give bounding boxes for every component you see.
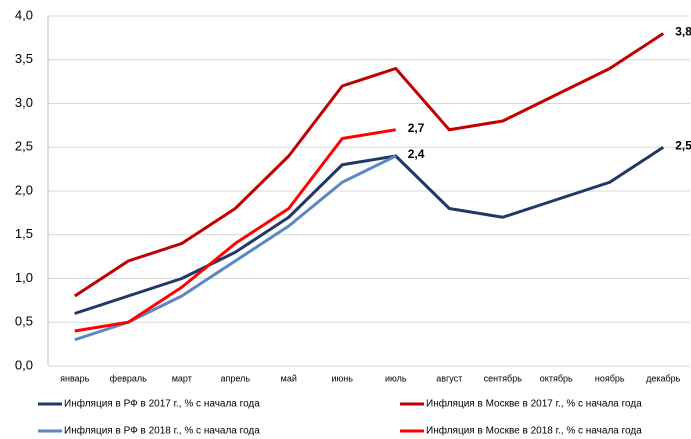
y-tick-label: 1,5: [15, 226, 33, 241]
y-tick-label: 0,5: [15, 314, 33, 329]
x-tick-label: ноябрь: [595, 373, 625, 383]
x-tick-label: август: [436, 373, 462, 383]
legend-label: Инфляция в Москве в 2017 г., % с начала …: [426, 398, 642, 410]
y-tick-label: 3,0: [15, 95, 33, 110]
legend-label: Инфляция в РФ в 2017 г., % с начала года: [64, 398, 260, 410]
x-tick-label: июнь: [332, 373, 354, 383]
y-tick-label: 2,0: [15, 182, 33, 197]
x-tick-label: сентябрь: [484, 373, 523, 383]
x-tick-label: февраль: [110, 373, 147, 383]
y-tick-label: 1,0: [15, 270, 33, 285]
y-tick-label: 3,5: [15, 51, 33, 66]
x-tick-label: март: [172, 373, 192, 383]
x-tick-label: май: [281, 373, 297, 383]
legend-label: Инфляция в Москве в 2018 г., % с начала …: [426, 425, 642, 437]
x-tick-label: июль: [385, 373, 407, 383]
data-label: 2,4: [408, 147, 425, 161]
legend-label: Инфляция в РФ в 2018 г., % с начала года: [64, 425, 260, 437]
y-tick-label: 0,0: [15, 357, 33, 372]
x-tick-label: январь: [60, 373, 90, 383]
series-line: [74, 154, 397, 342]
x-tick-label: апрель: [220, 373, 250, 383]
data-label: 2,7: [408, 121, 425, 135]
x-tick-label: декабрь: [646, 373, 681, 383]
data-label: 2,5: [675, 138, 691, 152]
series-line: [74, 145, 665, 315]
series-line: [73, 32, 665, 298]
data-label: 3,8: [675, 25, 691, 39]
y-tick-label: 4,0: [15, 7, 33, 22]
x-tick-label: октябрь: [540, 373, 573, 383]
y-tick-label: 2,5: [15, 139, 33, 154]
series-line: [74, 128, 396, 333]
